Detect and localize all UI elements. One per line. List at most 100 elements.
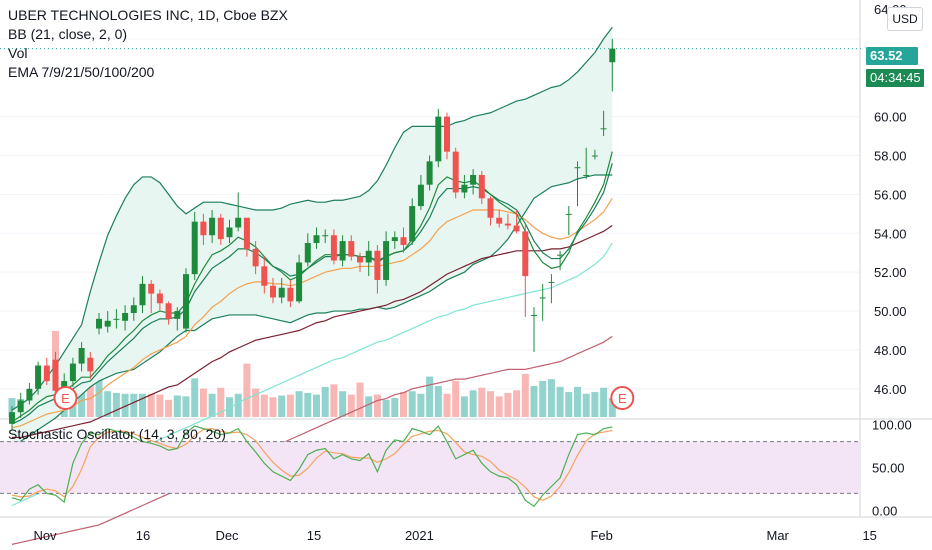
price-axis[interactable]: 60.00 58.00 56.00 54.00 52.00 50.00 48.00 46.00… (872, 2, 912, 519)
time-tick-label: 15 (307, 528, 321, 543)
candle-body (409, 206, 416, 242)
candle-body (200, 221, 207, 236)
candle-body (165, 303, 172, 319)
candle-body (591, 155, 598, 157)
stoch-k-line (11, 425, 613, 508)
candle-body (261, 266, 268, 286)
volume-bar (252, 388, 260, 417)
volume-bar (182, 396, 190, 417)
volume-bar (347, 394, 355, 417)
candle-body (461, 184, 468, 193)
candle-body (417, 184, 424, 207)
time-tick-label: Nov (33, 528, 57, 543)
candle-body (252, 248, 259, 267)
candle-body (96, 318, 102, 329)
volume-bar (321, 386, 329, 417)
volume-bar (139, 393, 146, 417)
vol-indicator-label[interactable]: Vol (8, 45, 28, 61)
volume-bar (565, 392, 573, 417)
stochastic-label[interactable]: Stochastic Oscillator (14, 3, 80, 20) (8, 426, 226, 442)
earnings-marker (610, 386, 635, 410)
volume-bar (391, 398, 399, 417)
candle-body (304, 243, 311, 263)
volume-bar (539, 380, 547, 417)
candle-body (17, 400, 24, 413)
volume-bar (165, 399, 173, 417)
ema-indicator-label[interactable]: EMA 7/9/21/50/100/200 (8, 64, 155, 80)
volume-bar (600, 387, 608, 417)
candle-body (574, 167, 581, 169)
price-tick-label: 54.00 (874, 226, 907, 241)
bar-countdown-tag: 04:34:45 (866, 69, 924, 87)
volume-bar (112, 392, 120, 417)
volume-bar (147, 393, 155, 417)
time-tick-label: Dec (215, 528, 239, 543)
candle-body (357, 256, 363, 263)
candle-body (565, 213, 572, 215)
volume-bar (400, 392, 407, 417)
candle-body (35, 365, 42, 389)
volume-bar (547, 379, 555, 417)
volume-bar (356, 382, 364, 417)
bb-upper-line (11, 26, 613, 411)
currency-button[interactable]: USD (887, 7, 923, 31)
volume-bar (295, 391, 303, 417)
candle-body (9, 412, 15, 424)
volume-bar (104, 391, 112, 417)
candle-body (122, 313, 129, 321)
volume-bar (278, 395, 286, 417)
ema7-line (11, 151, 613, 423)
volume-bar (243, 363, 251, 417)
candle-body (43, 365, 50, 382)
candle-body (557, 254, 564, 256)
volume-bar (478, 387, 486, 417)
candle-body (209, 217, 216, 236)
candle-body (139, 283, 146, 306)
volume-bar (304, 392, 312, 417)
candle-body (313, 235, 320, 244)
candle-body (496, 217, 503, 224)
earnings-marker (53, 386, 78, 410)
volume-bar (591, 392, 599, 417)
volume-bar (78, 376, 86, 417)
candle-body (426, 161, 433, 185)
bb-lower-line (11, 174, 613, 448)
bb-indicator-label[interactable]: BB (21, close, 2, 0) (8, 26, 128, 42)
price-tick-label: 56.00 (874, 187, 907, 202)
volume-bar (382, 399, 390, 417)
volume-bar (460, 396, 468, 417)
candle-body (609, 48, 616, 63)
time-tick-label: 2021 (405, 528, 434, 543)
osc-tick-label: 100.00 (872, 417, 912, 432)
candle-body (391, 237, 398, 242)
candle-body (435, 116, 442, 162)
volume-bar (513, 390, 521, 417)
volume-bar (217, 387, 225, 417)
volume-bar (286, 394, 294, 417)
ema200-line (11, 335, 613, 545)
volume-bar (121, 393, 129, 417)
candle-body (383, 241, 390, 280)
volume-bar (574, 386, 581, 417)
candle-body (174, 311, 181, 319)
bollinger-band-fill (12, 27, 613, 448)
last-price-tag: 63.52 (866, 47, 918, 65)
candle-body (478, 174, 485, 199)
volume-bar (86, 382, 94, 417)
volume-bar (234, 393, 242, 417)
candle-body (322, 235, 329, 237)
time-axis[interactable]: Nov 16 Dec 15 2021 Feb Mar 15 (33, 528, 876, 543)
volume-bar (452, 380, 460, 417)
candle-body (522, 231, 529, 277)
candle-body (330, 235, 337, 261)
symbol-title[interactable]: UBER TECHNOLOGIES INC, 1D, Cboe BZX (8, 7, 288, 23)
candle-body (69, 363, 76, 382)
candle-body (243, 217, 250, 249)
volume-bar (556, 386, 564, 417)
volume-bar (191, 378, 199, 417)
volume-bar (408, 391, 416, 417)
candle-body (26, 388, 33, 401)
candle-body (444, 116, 450, 152)
